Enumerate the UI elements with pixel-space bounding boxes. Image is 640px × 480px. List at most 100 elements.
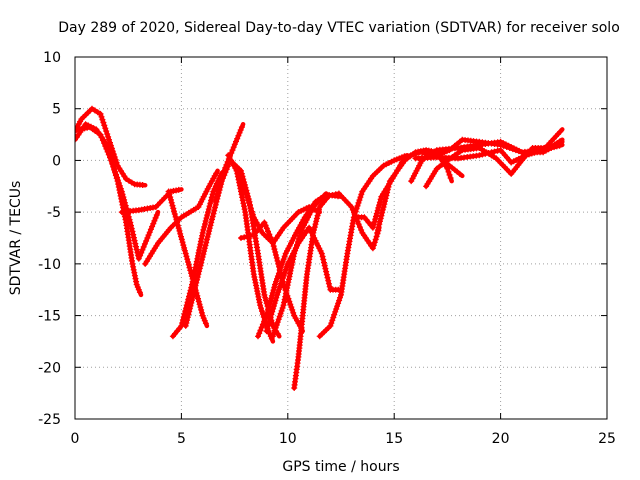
data-point-marker [267, 298, 274, 305]
data-point-marker [263, 312, 270, 319]
data-point-marker [168, 196, 174, 203]
data-point-marker [281, 253, 288, 260]
y-tick-label: -10 [38, 257, 61, 273]
data-point-marker [321, 259, 327, 266]
data-point-marker [257, 302, 264, 309]
series-layer [75, 105, 565, 391]
data-point-marker [257, 327, 264, 334]
data-point-marker [189, 297, 195, 304]
data-point-marker [280, 272, 287, 279]
data-point-marker [234, 170, 241, 177]
data-point-marker [332, 191, 339, 198]
data-point-marker [269, 333, 276, 340]
data-point-marker [116, 182, 123, 189]
data-point-marker [485, 150, 492, 156]
data-point-marker [205, 231, 212, 237]
data-point-marker [330, 314, 337, 321]
data-point-marker [373, 213, 379, 220]
data-point-marker [266, 231, 273, 238]
data-point-marker [203, 239, 210, 246]
data-point-marker [479, 151, 486, 158]
data-point-marker [187, 302, 194, 309]
data-point-marker [104, 148, 111, 155]
data-point-marker [229, 147, 236, 154]
data-point-marker [318, 250, 325, 257]
data-point-marker [122, 202, 129, 209]
data-point-marker [244, 194, 251, 201]
data-point-marker [197, 304, 204, 311]
data-point-marker [211, 207, 218, 214]
data-point-marker [149, 223, 156, 230]
data-point-marker [174, 219, 181, 226]
data-point-marker [198, 259, 205, 266]
data-point-marker [129, 228, 136, 235]
data-point-marker [258, 305, 264, 312]
data-point-marker [262, 222, 269, 229]
data-point-marker [276, 267, 283, 274]
data-point-marker [278, 261, 285, 268]
data-point-marker [271, 300, 278, 307]
data-point-marker [261, 318, 268, 325]
data-point-marker [220, 170, 227, 177]
data-point-marker [266, 316, 273, 323]
data-point-marker [509, 146, 516, 153]
data-point-marker [171, 208, 177, 215]
data-point-marker [235, 132, 242, 139]
data-point-marker [379, 209, 386, 216]
data-point-marker [130, 234, 137, 241]
data-point-marker [181, 247, 188, 254]
data-point-marker [267, 234, 274, 241]
data-point-marker [268, 295, 275, 302]
data-point-marker [266, 301, 273, 308]
data-point-marker [216, 184, 223, 191]
data-point-marker [377, 215, 384, 222]
data-point-marker [205, 206, 212, 213]
data-point-marker [373, 210, 380, 217]
data-point-marker [177, 230, 184, 237]
data-point-marker [136, 289, 143, 296]
data-point-marker [262, 315, 269, 322]
data-point-marker [371, 239, 378, 246]
data-point-marker [191, 285, 198, 292]
data-point-marker [133, 246, 140, 253]
data-point-marker [256, 330, 263, 337]
data-point-marker [294, 241, 300, 248]
data-point-marker [245, 197, 252, 204]
data-point-marker [370, 221, 377, 228]
data-point-marker [172, 213, 179, 220]
data-point-marker [336, 297, 343, 304]
data-point-marker [144, 235, 151, 241]
data-point-marker [312, 221, 319, 228]
data-point-marker [316, 206, 322, 213]
data-point-marker [118, 188, 125, 195]
data-point-marker [315, 209, 322, 216]
data-point-marker [271, 327, 278, 334]
data-point-marker [119, 191, 126, 198]
data-point-marker [209, 213, 216, 220]
data-point-marker [313, 215, 320, 222]
data-point-marker [185, 259, 191, 265]
data-point-marker [196, 265, 203, 272]
data-point-marker [384, 186, 391, 193]
y-tick-label: -15 [38, 309, 61, 325]
data-point-marker [384, 189, 391, 196]
data-point-marker [173, 216, 180, 223]
data-point-marker [98, 113, 105, 120]
data-point-marker [329, 192, 336, 199]
data-point-marker [286, 298, 293, 305]
data-point-marker [180, 242, 187, 249]
data-point-marker [272, 281, 278, 288]
data-point-marker [206, 203, 213, 210]
data-point-marker [355, 199, 362, 206]
data-point-marker [321, 262, 328, 269]
data-point-marker [295, 239, 301, 245]
data-point-marker [515, 148, 522, 155]
data-point-marker [237, 176, 244, 183]
data-point-marker [268, 237, 275, 244]
data-point-marker [274, 319, 281, 326]
y-tick-label: 5 [52, 102, 61, 118]
data-point-marker [208, 194, 215, 201]
data-point-marker [185, 311, 192, 318]
data-point-marker [207, 200, 214, 207]
data-point-marker [264, 309, 271, 316]
